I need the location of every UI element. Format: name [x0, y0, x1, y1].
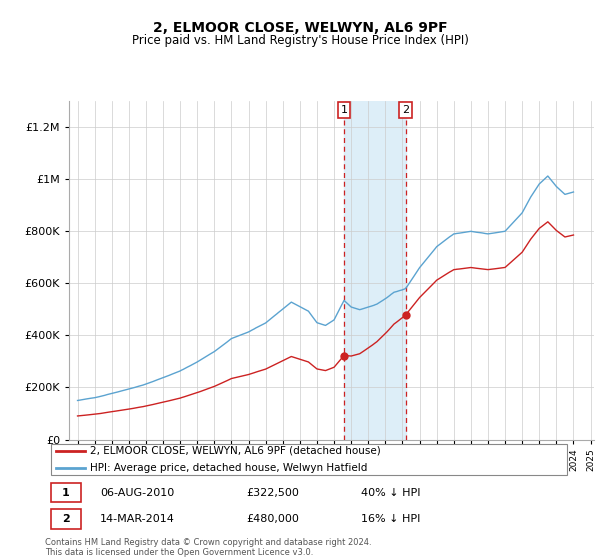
Text: 2: 2 [402, 105, 409, 115]
Text: 1: 1 [340, 105, 347, 115]
Text: HPI: Average price, detached house, Welwyn Hatfield: HPI: Average price, detached house, Welw… [90, 463, 367, 473]
FancyBboxPatch shape [50, 483, 81, 502]
Text: 1: 1 [62, 488, 70, 497]
Text: £480,000: £480,000 [247, 514, 299, 524]
Text: 40% ↓ HPI: 40% ↓ HPI [361, 488, 421, 497]
Text: 2: 2 [62, 514, 70, 524]
FancyBboxPatch shape [50, 509, 81, 529]
Text: Contains HM Land Registry data © Crown copyright and database right 2024.
This d: Contains HM Land Registry data © Crown c… [45, 538, 371, 557]
Text: £322,500: £322,500 [247, 488, 299, 497]
Text: Price paid vs. HM Land Registry's House Price Index (HPI): Price paid vs. HM Land Registry's House … [131, 34, 469, 46]
Text: 06-AUG-2010: 06-AUG-2010 [100, 488, 175, 497]
Text: 2, ELMOOR CLOSE, WELWYN, AL6 9PF: 2, ELMOOR CLOSE, WELWYN, AL6 9PF [152, 21, 448, 35]
Text: 2, ELMOOR CLOSE, WELWYN, AL6 9PF (detached house): 2, ELMOOR CLOSE, WELWYN, AL6 9PF (detach… [90, 446, 380, 456]
FancyBboxPatch shape [50, 444, 568, 475]
Text: 14-MAR-2014: 14-MAR-2014 [100, 514, 175, 524]
Bar [344, 101, 406, 440]
Text: 16% ↓ HPI: 16% ↓ HPI [361, 514, 421, 524]
